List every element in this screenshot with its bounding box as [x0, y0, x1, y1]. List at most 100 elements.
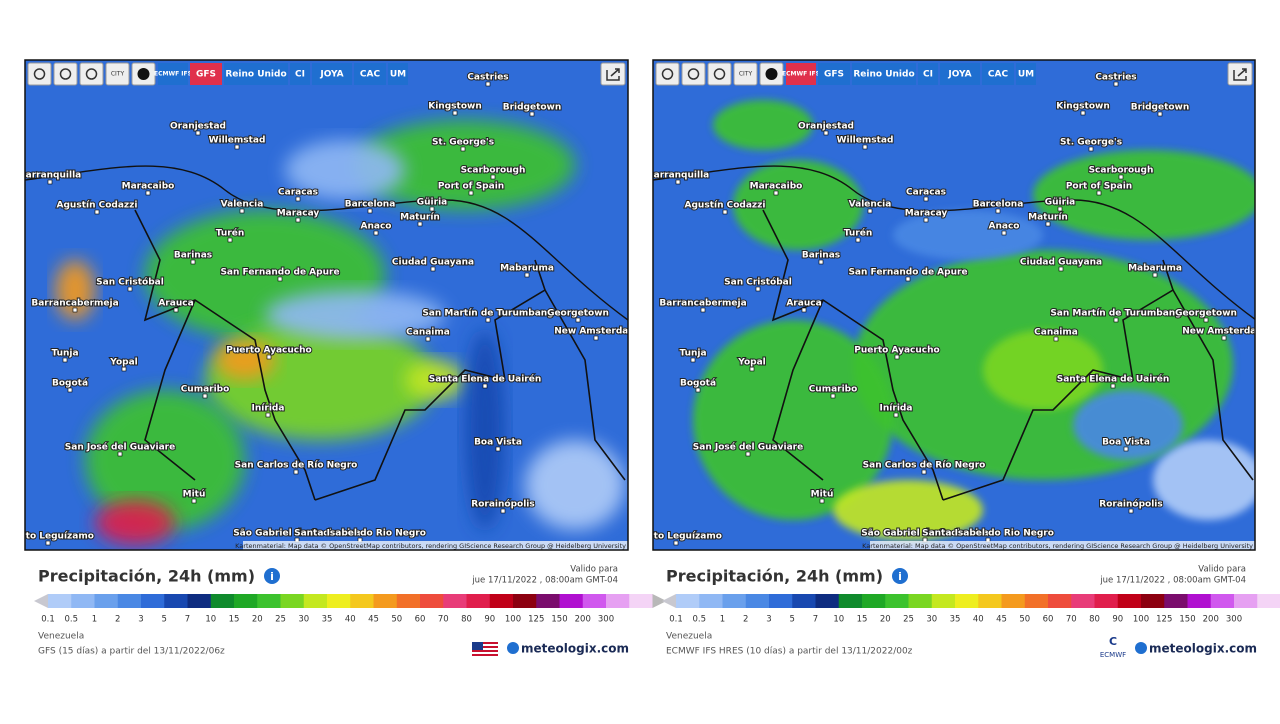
legend-swatch: [536, 594, 560, 608]
brand-icon: [507, 642, 519, 654]
flag-stripe: [472, 648, 498, 650]
city-dot: [921, 469, 927, 475]
tool-icon: [661, 68, 674, 80]
city-dot: [1221, 335, 1227, 341]
city-label: Willemstad: [209, 136, 266, 146]
tool-button[interactable]: [707, 62, 732, 86]
city-dot: [367, 208, 373, 214]
city-dot: [893, 412, 899, 418]
city-dot: [227, 237, 233, 243]
city-dot: [675, 179, 681, 185]
city-dot: [429, 206, 435, 212]
attribution-bg: [243, 541, 628, 550]
city-dot: [277, 276, 283, 282]
border: [772, 299, 824, 481]
city-dot: [905, 276, 911, 282]
model-button[interactable]: [388, 63, 408, 85]
legend-swatch: [489, 594, 514, 608]
legend-label: 3: [766, 615, 771, 625]
legend-label: 1: [720, 615, 725, 625]
city-label: New Amsterdam: [1182, 327, 1266, 337]
city-label: Bridgetown: [503, 103, 562, 113]
precip-area: [265, 290, 445, 340]
legend-swatch: [94, 594, 119, 608]
info-i: i: [270, 570, 274, 583]
city-label: Ciudad Guayana: [1020, 258, 1102, 268]
precip-area: [1033, 150, 1255, 240]
legend-swatch: [234, 594, 258, 608]
city-label: Barcelona: [345, 200, 396, 210]
legend-label: 125: [528, 615, 544, 625]
legend-label: 100: [1133, 615, 1149, 625]
tool-button[interactable]: [681, 62, 706, 86]
city-dot: [1001, 230, 1007, 236]
model-button[interactable]: [982, 63, 1014, 85]
precip-area: [733, 160, 863, 250]
tool-icon: [33, 68, 46, 80]
model-button-label: UM: [1018, 70, 1034, 80]
info-icon[interactable]: [264, 568, 280, 584]
model-button[interactable]: [290, 63, 310, 85]
city-label: Bridgetown: [1131, 103, 1190, 113]
city-label: Cumaribo: [809, 385, 858, 395]
model-button[interactable]: [852, 63, 916, 85]
city-dot: [823, 130, 829, 136]
model-button[interactable]: [786, 63, 816, 85]
city-label: San Carlos de Río Negro: [235, 461, 358, 471]
tool-button[interactable]: [105, 62, 130, 86]
city-label: Turén: [216, 228, 245, 239]
legend-label: 20: [252, 615, 263, 625]
city-label: Tunja: [51, 349, 78, 359]
tool-button[interactable]: [79, 62, 104, 86]
map: Castries Kingstown Bridgetown Oranjestad Wil…: [653, 60, 1266, 550]
border: [144, 299, 196, 481]
city-dot: [923, 196, 929, 202]
city-label: Arauca: [158, 299, 193, 309]
model-button-label: JOYA: [319, 70, 343, 80]
city-dot: [755, 286, 761, 292]
model-button[interactable]: [190, 63, 222, 85]
legend-label: 200: [575, 615, 591, 625]
model-button-label: UM: [390, 70, 406, 80]
model-button-label: CI: [295, 70, 305, 80]
city-dot: [62, 357, 68, 363]
city-label: San Cristóbal: [96, 277, 164, 288]
valid-label: Valido para: [570, 565, 618, 575]
model-button[interactable]: [158, 63, 188, 85]
city-dot: [862, 144, 868, 150]
city-dot: [191, 498, 197, 504]
model-button[interactable]: [940, 63, 980, 85]
legend-label: 90: [484, 615, 495, 625]
model-button[interactable]: [918, 63, 938, 85]
model-button[interactable]: [312, 63, 352, 85]
tool-button[interactable]: [53, 62, 78, 86]
city-dot: [234, 144, 240, 150]
precip-area: [285, 140, 405, 200]
legend-label: 30: [926, 615, 937, 625]
city-label: San Fernando de Apure: [848, 268, 967, 278]
model-button[interactable]: [818, 63, 850, 85]
city-label: Scarborough: [1089, 166, 1154, 176]
legend-label: 100: [505, 615, 521, 625]
model-button[interactable]: [1016, 63, 1036, 85]
city-label: Yopal: [109, 358, 137, 368]
city-label: Santa Isabel do Rio Negro: [922, 529, 1054, 539]
model-button[interactable]: [354, 63, 386, 85]
legend-label: 90: [1112, 615, 1123, 625]
legend-label: 45: [996, 615, 1007, 625]
tool-button[interactable]: [655, 62, 680, 86]
tool-label: CITY: [111, 71, 125, 78]
legend-label: 50: [1019, 615, 1030, 625]
valid-time: jue 17/11/2022 , 08:00am GMT-04: [471, 576, 618, 586]
model-button[interactable]: [224, 63, 288, 85]
tool-icon: [713, 68, 726, 80]
precip-area: [355, 120, 575, 210]
legend-swatch: [396, 594, 421, 608]
tool-button[interactable]: [27, 62, 52, 86]
city-dot: [749, 366, 755, 372]
model-button-label: GFS: [196, 70, 216, 80]
tool-button[interactable]: [733, 62, 758, 86]
tool-icon: [687, 68, 700, 80]
info-icon[interactable]: [892, 568, 908, 584]
border: [942, 259, 1174, 501]
